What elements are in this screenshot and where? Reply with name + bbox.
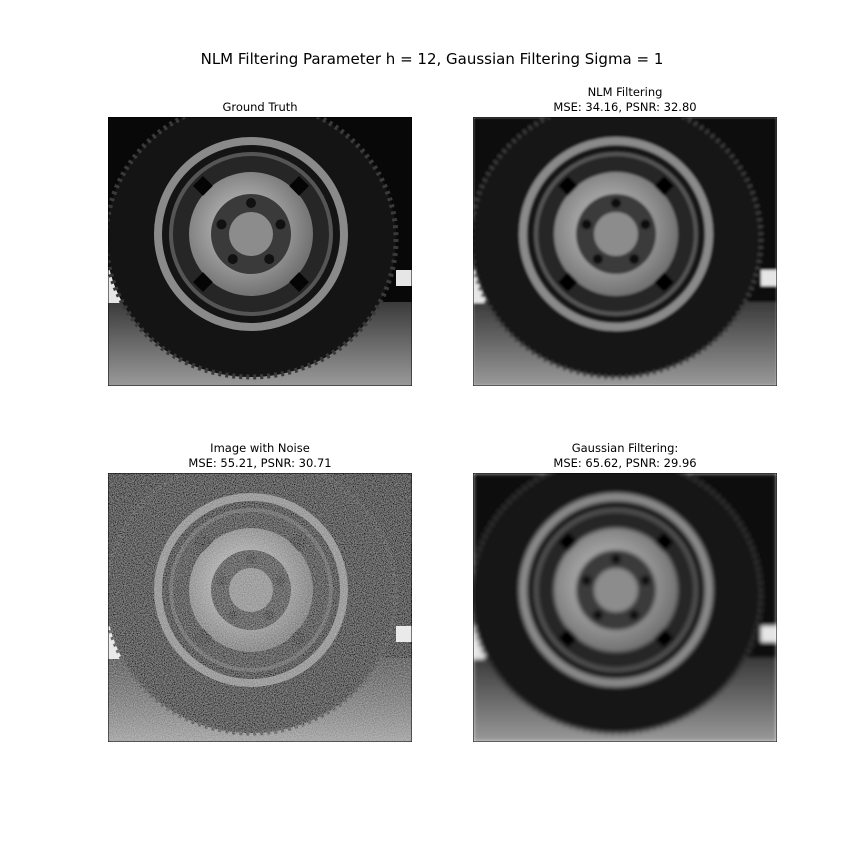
lug xyxy=(611,198,621,208)
lug xyxy=(264,254,275,265)
vent xyxy=(289,272,309,292)
cap xyxy=(229,212,273,256)
panel-title: Ground Truth xyxy=(222,100,297,114)
rim-outer xyxy=(154,493,348,687)
vent xyxy=(193,176,213,196)
lug xyxy=(611,554,621,564)
panel-image xyxy=(473,473,777,742)
lug xyxy=(264,610,275,621)
lug xyxy=(629,254,640,265)
panel-title: NLM Filtering xyxy=(588,85,663,99)
vent xyxy=(654,628,674,648)
vent xyxy=(193,272,213,292)
lug xyxy=(592,254,603,265)
lug xyxy=(216,575,227,586)
image-content xyxy=(108,117,412,386)
lug xyxy=(227,610,238,621)
vent xyxy=(289,532,309,552)
vent xyxy=(558,532,578,552)
figure-title: NLM Filtering Parameter h = 12, Gaussian… xyxy=(201,50,664,68)
panel-title: Image with Noise xyxy=(210,441,310,455)
cap xyxy=(229,568,273,612)
lug xyxy=(275,575,286,586)
panel-image xyxy=(108,473,412,742)
lug xyxy=(275,219,286,230)
vent xyxy=(289,628,309,648)
lug xyxy=(246,198,256,208)
rim-outer xyxy=(519,493,713,687)
panel-title: MSE: 34.16, PSNR: 32.80 xyxy=(553,100,696,114)
vent xyxy=(654,272,674,292)
lug xyxy=(592,610,603,621)
vent xyxy=(289,176,309,196)
panel-title: Gaussian Filtering: xyxy=(572,441,679,455)
lug xyxy=(581,575,592,586)
rim-outer xyxy=(519,137,713,331)
lug xyxy=(246,554,256,564)
panel-title: MSE: 65.62, PSNR: 29.96 xyxy=(553,456,696,470)
stripe xyxy=(396,626,412,642)
panel-image xyxy=(108,117,412,386)
image-content xyxy=(473,473,777,742)
stripe xyxy=(396,270,412,286)
lug xyxy=(216,219,227,230)
panel-title: MSE: 55.21, PSNR: 30.71 xyxy=(188,456,331,470)
lug xyxy=(640,219,651,230)
stripe xyxy=(761,270,777,286)
lug xyxy=(227,254,238,265)
lug xyxy=(581,219,592,230)
lug xyxy=(629,610,640,621)
cap xyxy=(594,212,638,256)
vent xyxy=(558,628,578,648)
image-content xyxy=(473,117,777,386)
vent xyxy=(654,532,674,552)
stripe xyxy=(761,626,777,642)
panel-image xyxy=(473,117,777,386)
rim-outer xyxy=(154,137,348,331)
vent xyxy=(558,272,578,292)
lug xyxy=(640,575,651,586)
image-content xyxy=(108,473,412,742)
cap xyxy=(594,568,638,612)
